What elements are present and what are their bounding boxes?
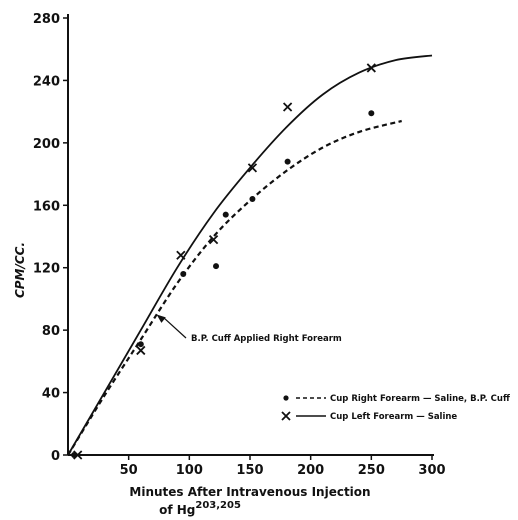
series-curve-1 — [67, 119, 402, 456]
y-ticks: 0 40 80 120 160 200 240 280 — [33, 12, 68, 464]
data-point-x — [366, 63, 376, 73]
y-tick-label: 0 — [51, 449, 60, 464]
x-tick-label: 200 — [297, 463, 324, 478]
series-curves — [67, 54, 433, 456]
data-point-x — [247, 163, 258, 173]
data-point-x — [176, 250, 186, 260]
data-point-dot — [284, 158, 291, 165]
axes — [67, 14, 434, 456]
axis-titles: CPM/CC. Minutes After Intravenous Inject… — [13, 242, 371, 517]
y-tick-label: 80 — [42, 324, 60, 339]
data-point-x — [282, 102, 293, 112]
data-points — [71, 63, 376, 460]
y-tick-label: 120 — [33, 262, 60, 277]
annotation-arrowhead — [156, 314, 166, 323]
data-point-dot — [249, 196, 256, 203]
y-tick-label: 160 — [33, 199, 60, 214]
legend-label-left-forearm: Cup Left Forearm — Saline — [330, 412, 457, 422]
y-tick-label: 280 — [33, 12, 60, 27]
y-tick-label: 200 — [33, 137, 60, 152]
data-point-dot — [137, 341, 144, 348]
x-tick-label: 300 — [418, 463, 445, 478]
x-tick-label: 100 — [176, 463, 203, 478]
data-point-dot — [368, 110, 375, 117]
data-point-dot — [213, 263, 220, 270]
x-tick-label: 50 — [120, 463, 138, 478]
x-axis-title-isotope: 203,205 — [195, 500, 241, 511]
x-tick-label: 250 — [358, 463, 385, 478]
data-point-dot — [222, 211, 229, 218]
x-axis-title: Minutes After Intravenous Injection — [129, 485, 370, 499]
legend-x-marker — [281, 411, 291, 421]
x-tick-label: 150 — [236, 463, 263, 478]
data-point-x — [136, 345, 146, 356]
data-point-x — [208, 234, 219, 245]
y-tick-label: 40 — [42, 387, 60, 402]
x-ticks: 50 100 150 200 250 300 — [120, 455, 446, 478]
legend-label-right-forearm: Cup Right Forearm — Saline, B.P. Cuff — [330, 394, 510, 404]
y-tick-label: 240 — [33, 74, 60, 89]
x-axis-title-line2: of Hg203,205 — [159, 500, 241, 517]
annotation: B.P. Cuff Applied Right Forearm — [156, 314, 342, 344]
data-point-dot — [180, 270, 187, 277]
legend: Cup Right Forearm — Saline, B.P. Cuff Cu… — [281, 394, 510, 422]
annotation-leader-line — [163, 317, 187, 339]
series-curve-2 — [67, 54, 433, 456]
legend-dot-marker — [283, 395, 289, 401]
data-point-x — [73, 450, 83, 460]
annotation-text: B.P. Cuff Applied Right Forearm — [191, 334, 342, 344]
y-axis-title: CPM/CC. — [13, 242, 27, 298]
x-axis-title-hg: of Hg — [159, 503, 195, 517]
